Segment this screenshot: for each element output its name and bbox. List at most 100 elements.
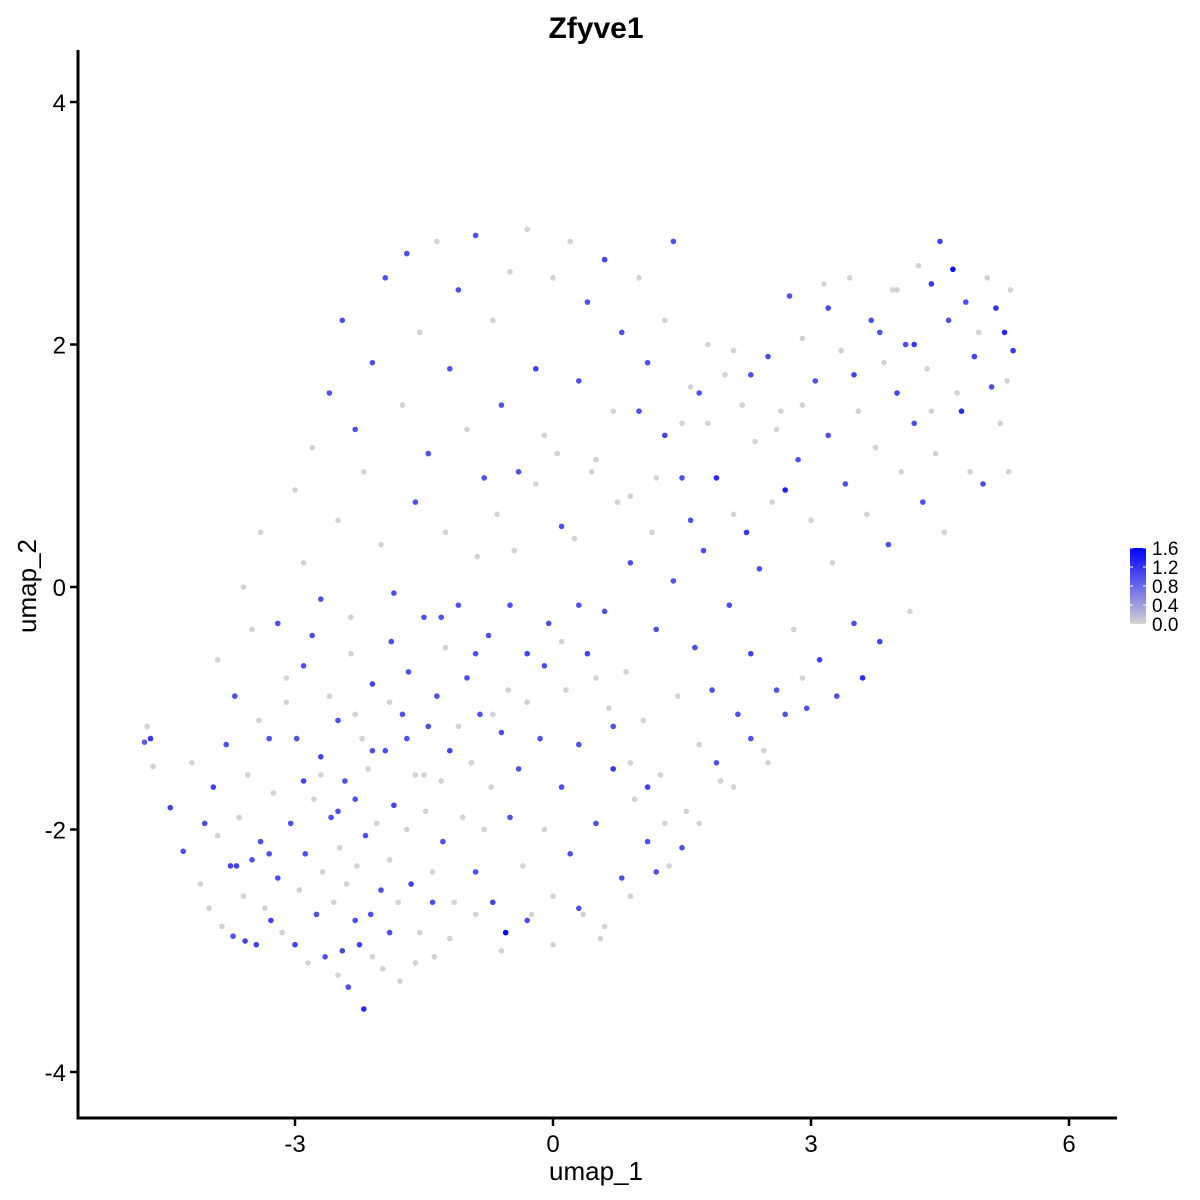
data-point [743, 529, 750, 536]
data-point [300, 778, 307, 784]
data-point [705, 341, 711, 348]
data-point [283, 675, 290, 681]
data-point [799, 675, 806, 681]
data-point [782, 711, 788, 718]
colorbar [1130, 548, 1146, 624]
data-point [404, 250, 410, 257]
data-point [528, 911, 535, 918]
data-point [244, 772, 251, 778]
data-point [147, 735, 154, 742]
data-point [928, 408, 935, 415]
data-point [369, 954, 376, 960]
data-point [524, 699, 530, 705]
data-point [554, 450, 561, 457]
data-point [335, 517, 341, 524]
colorbar-tick-label: 0.8 [1152, 577, 1178, 598]
data-point [687, 384, 694, 390]
data-point [619, 875, 625, 881]
data-point [580, 911, 586, 918]
data-point [472, 232, 479, 239]
data-point [180, 848, 186, 855]
data-point [533, 481, 539, 487]
data-point [253, 941, 260, 948]
data-point [395, 899, 402, 906]
data-point [447, 747, 453, 754]
data-point [769, 499, 776, 505]
data-point [619, 329, 625, 336]
data-point [791, 626, 797, 633]
data-point [249, 857, 255, 863]
data-point [765, 760, 771, 766]
data-point [524, 226, 530, 233]
data-point [537, 735, 543, 742]
data-point [967, 469, 973, 475]
data-point [653, 869, 659, 875]
x-tick-label: 0 [546, 1131, 559, 1158]
data-point [627, 560, 634, 566]
data-point [799, 335, 806, 342]
data-point [975, 329, 982, 336]
data-point [287, 820, 294, 827]
data-point [352, 426, 359, 433]
data-point [447, 366, 453, 372]
data-point [773, 687, 780, 693]
data-point [219, 923, 225, 930]
data-point [391, 590, 397, 596]
data-point [889, 287, 896, 293]
data-point [354, 863, 360, 869]
data-point [292, 941, 298, 948]
colorbar-tick-label: 1.6 [1152, 539, 1178, 560]
data-point [438, 614, 445, 621]
data-point [356, 941, 363, 948]
data-point [408, 881, 414, 887]
data-point [447, 935, 453, 942]
data-point [422, 808, 429, 815]
data-point [262, 905, 268, 912]
data-point [993, 305, 999, 311]
data-point [488, 784, 494, 790]
data-point [842, 481, 849, 487]
data-point [210, 784, 217, 790]
data-point [576, 378, 582, 384]
data-point [627, 893, 634, 899]
data-point [932, 450, 939, 457]
data-point [442, 529, 449, 536]
data-point [429, 899, 436, 906]
data-point [167, 804, 174, 811]
data-point [662, 820, 668, 827]
data-point [498, 729, 505, 736]
data-point [322, 954, 328, 960]
data-point [752, 438, 758, 445]
data-point [576, 741, 582, 748]
data-point [524, 650, 530, 657]
data-point [601, 608, 608, 615]
data-point [674, 693, 681, 699]
data-point [240, 584, 247, 590]
data-point [610, 408, 616, 415]
data-point [359, 735, 365, 742]
data-point [717, 778, 724, 784]
data-point [593, 675, 599, 681]
data-point [472, 911, 479, 918]
data-point [214, 657, 221, 663]
data-point [386, 929, 393, 936]
data-point [593, 456, 599, 463]
data-point [490, 899, 496, 906]
data-point [851, 372, 857, 378]
data-point [588, 469, 595, 475]
data-point [335, 808, 341, 815]
data-point [515, 766, 522, 772]
data-point [404, 735, 410, 742]
data-point [950, 266, 956, 273]
data-point [730, 784, 737, 790]
data-point [429, 869, 436, 875]
data-point [339, 948, 346, 954]
data-point [799, 402, 806, 408]
data-point [984, 275, 991, 281]
data-point [713, 760, 720, 766]
data-point [696, 390, 702, 396]
data-point [795, 456, 801, 463]
data-point [696, 820, 702, 827]
colorbar-legend: 0.00.40.81.21.6 [1130, 539, 1179, 636]
data-point [614, 499, 621, 505]
